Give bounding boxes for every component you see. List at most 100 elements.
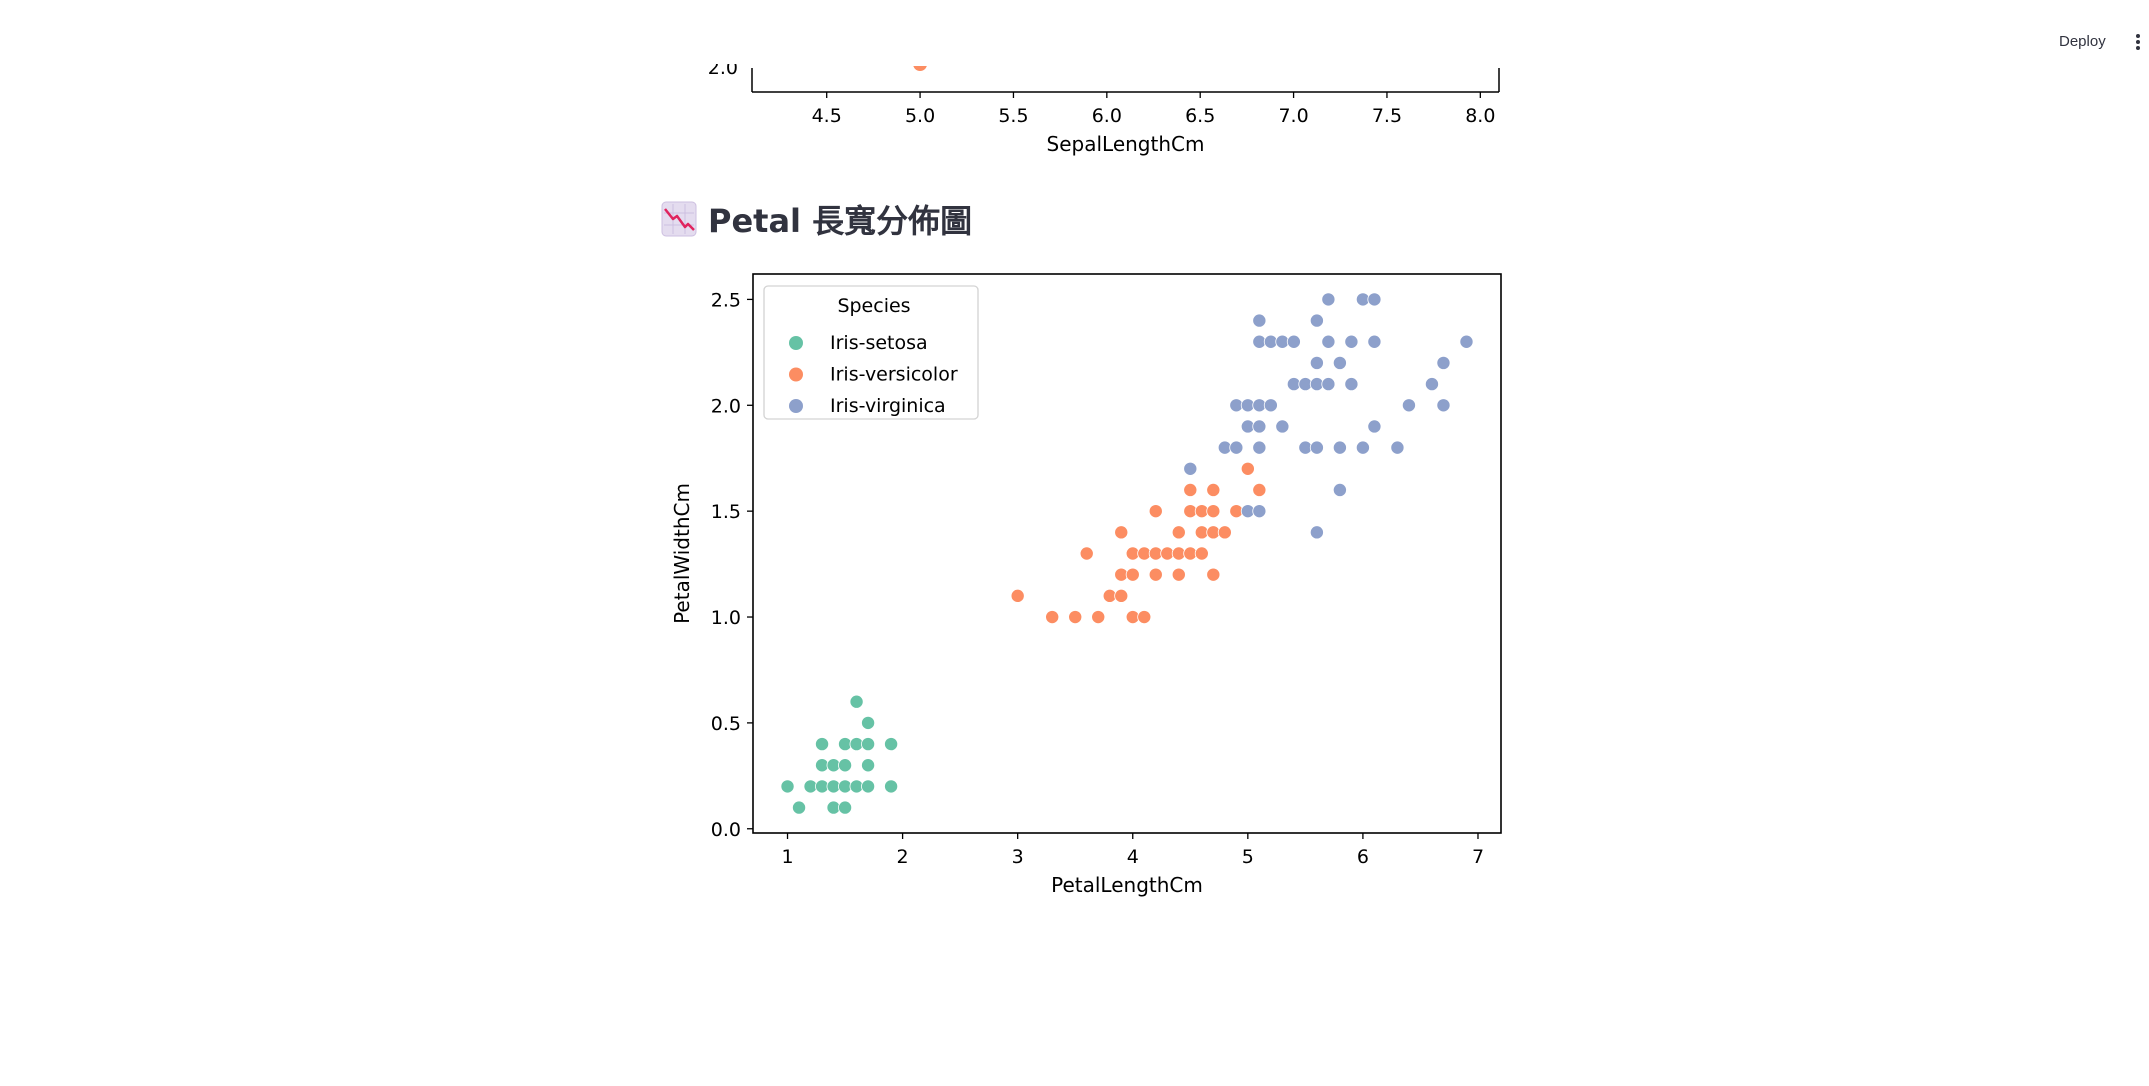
data-point [1367,292,1382,307]
data-point [1252,313,1267,328]
section-heading-text: Petal 長寬分佈圖 [708,202,973,240]
data-point [1252,419,1267,434]
x-tick-label: 3 [1012,846,1024,868]
legend-title: Species [837,295,910,317]
x-tick-label: 7.0 [1278,105,1308,127]
data-point [1206,567,1221,582]
scroll-clip [660,0,752,64]
data-point [1321,334,1336,349]
data-point [1390,440,1405,455]
data-point [1148,567,1163,582]
x-axis-label: SepalLengthCm [1047,132,1205,156]
data-point [1148,504,1163,519]
x-tick-label: 8.0 [1465,105,1495,127]
data-point [1079,546,1094,561]
legend-box [763,285,979,420]
data-point [1171,525,1186,540]
data-point [838,758,853,773]
y-tick-label: 2.5 [711,289,741,311]
x-tick-label: 6.5 [1185,105,1215,127]
data-point [1045,610,1060,625]
data-point [1309,313,1324,328]
legend-label: Iris-versicolor [830,364,958,386]
data-point [1332,440,1347,455]
legend-label: Iris-virginica [830,395,946,417]
plot-frame [752,273,1502,834]
data-point [780,779,795,794]
scroll-clip [660,0,1520,66]
data-point [1263,398,1278,413]
x-axis-label: PetalLengthCm [1051,873,1203,897]
data-point [861,758,876,773]
data-point [1309,440,1324,455]
data-point [1344,377,1359,392]
x-tick-label: 5.0 [905,105,935,127]
data-point [1401,398,1416,413]
y-tick-label: 0.5 [711,713,741,735]
chart-decreasing-icon [661,201,697,237]
data-point [861,779,876,794]
data-point [815,737,830,752]
deploy-button[interactable]: Deploy [2059,33,2106,50]
vertical-ellipsis-icon[interactable] [2134,34,2142,54]
data-point [1275,419,1290,434]
data-point [861,715,876,730]
data-point [1206,482,1221,497]
y-axis-label: PetalWidthCm [670,483,694,624]
x-tick-label: 6.0 [1092,105,1122,127]
x-tick-label: 7 [1472,846,1484,868]
data-point [1114,588,1129,603]
data-point [1114,525,1129,540]
data-point [1240,461,1255,476]
data-point [1229,440,1244,455]
data-point [1206,504,1221,519]
data-point [1010,588,1025,603]
y-tick-label: 1.0 [711,607,741,629]
data-point [1344,334,1359,349]
data-point [1252,504,1267,519]
legend: Species Iris-setosa Iris-versicolor Iris-vi… [763,285,979,420]
data-point [1068,610,1083,625]
x-tick-label: 7.5 [1372,105,1402,127]
data-point [1183,461,1198,476]
data-point [1321,377,1336,392]
data-point [1321,292,1336,307]
y-tick-label: 0.0 [711,819,741,841]
x-tick-label: 5.5 [998,105,1028,127]
data-point [1171,567,1186,582]
x-tick-label: 4.5 [812,105,842,127]
legend-marker [789,399,803,413]
y-tick-label: 1.5 [711,501,741,523]
data-point [1309,355,1324,370]
data-point [1459,334,1474,349]
data-point [1355,440,1370,455]
data-point [1332,482,1347,497]
data-point [1183,482,1198,497]
data-point [1137,610,1152,625]
data-point [1424,377,1439,392]
data-point [1194,546,1209,561]
data-point [1332,355,1347,370]
y-tick-label: 2.0 [711,395,741,417]
data-point [861,737,876,752]
data-point [1286,334,1301,349]
data-point [884,779,899,794]
section-heading: Petal 長寬分佈圖 [661,194,972,244]
x-tick-label: 1 [781,846,793,868]
data-point [884,737,899,752]
data-point [1252,440,1267,455]
legend-label: Iris-setosa [830,332,928,354]
petal-scatter-chart: 1 2 3 4 5 6 7 0.0 0.5 1.0 1.5 2.0 2.5 PetalLengthCm Pe… [670,273,1502,897]
x-tick-label: 4 [1127,846,1139,868]
data-point [1125,567,1140,582]
data-point [1091,610,1106,625]
x-tick-label: 6 [1357,846,1369,868]
x-tick-label: 2 [897,846,909,868]
data-point [838,800,853,815]
x-tick-label: 5 [1242,846,1254,868]
data-point [1367,419,1382,434]
data-point [792,800,807,815]
legend-marker [789,367,803,382]
data-point [1436,398,1451,413]
